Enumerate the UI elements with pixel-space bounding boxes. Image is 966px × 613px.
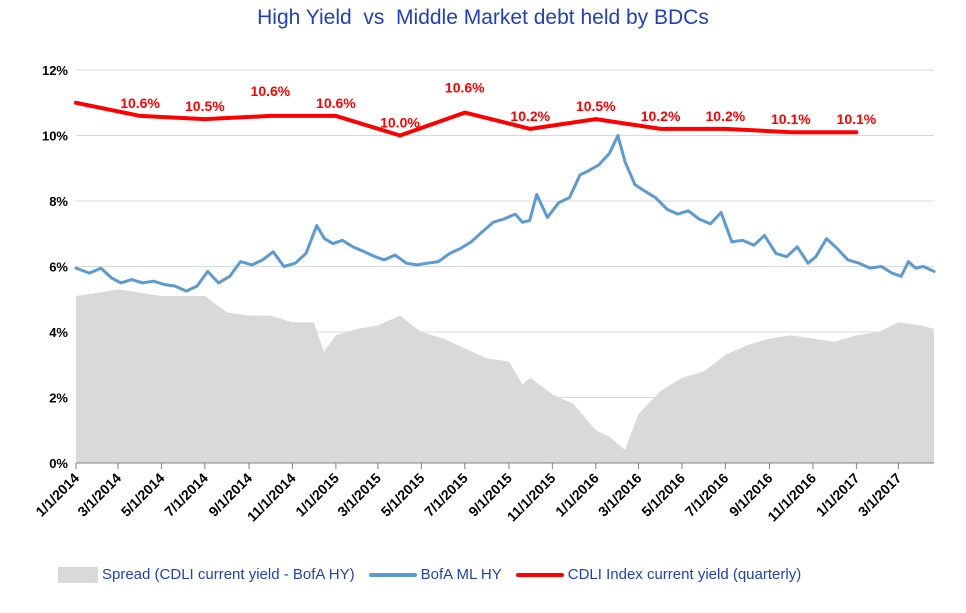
x-tick-label: 11/1/2016 (764, 470, 819, 525)
data-label: 10.0% (380, 115, 420, 131)
data-label: 10.5% (185, 98, 225, 114)
data-label: 10.2% (641, 108, 681, 124)
y-tick-label: 4% (49, 325, 68, 340)
x-tick-label: 1/1/2015 (292, 470, 342, 520)
x-tick-label: 5/1/2015 (378, 470, 428, 520)
x-tick-label: 7/1/2015 (421, 470, 471, 520)
data-label: 10.6% (120, 95, 160, 111)
cdli-line (74, 100, 859, 138)
x-tick-label: 3/1/2015 (334, 470, 384, 520)
data-label: 10.6% (445, 80, 485, 96)
x-tick-label: 3/1/2017 (855, 470, 905, 520)
x-tick-label: 1/1/2014 (32, 470, 82, 520)
legend-label-spread: Spread (CDLI current yield - BofA HY) (102, 566, 355, 583)
legend-label-cdli: CDLI Index current yield (quarterly) (567, 566, 802, 583)
data-label: 10.6% (316, 95, 356, 111)
x-tick-label: 3/1/2014 (74, 470, 124, 520)
x-tick-label: 5/1/2014 (118, 470, 168, 520)
legend: Spread (CDLI current yield - BofA HY) Bo… (58, 566, 815, 583)
y-tick-label: 10% (42, 129, 68, 144)
legend-label-bofa: BofA ML HY (420, 566, 502, 583)
x-tick-label: 7/1/2016 (682, 470, 732, 520)
y-tick-label: 0% (49, 456, 68, 471)
data-label: 10.1% (771, 111, 811, 127)
legend-item-bofa: BofA ML HY (368, 566, 502, 583)
x-tick-label: 7/1/2014 (161, 470, 211, 520)
bofa-line (74, 134, 936, 293)
y-tick-label: 6% (49, 260, 68, 275)
x-tick-label: 11/1/2014 (244, 470, 299, 525)
y-tick-label: 2% (49, 391, 68, 406)
spread-area (76, 289, 934, 463)
x-tick-label: 5/1/2016 (638, 470, 688, 520)
data-label: 10.2% (706, 108, 746, 124)
data-label: 10.5% (576, 98, 616, 114)
legend-swatch-spread (58, 566, 98, 583)
data-label: 10.1% (837, 111, 877, 127)
x-tick-label: 1/1/2017 (813, 470, 863, 520)
y-tick-label: 12% (42, 63, 68, 78)
data-label: 10.6% (251, 83, 291, 99)
legend-item-spread: Spread (CDLI current yield - BofA HY) (58, 566, 355, 583)
x-tick-label: 11/1/2015 (504, 470, 559, 525)
legend-swatch-bofa (368, 572, 417, 577)
chart-title: High Yield vs Middle Market debt held by… (257, 6, 709, 29)
x-tick-label: 3/1/2016 (595, 470, 645, 520)
y-tick-label: 8% (49, 194, 68, 209)
data-label: 10.2% (510, 108, 550, 124)
x-tick-label: 1/1/2016 (552, 470, 602, 520)
legend-item-cdli: CDLI Index current yield (quarterly) (515, 566, 802, 583)
legend-swatch-cdli (515, 572, 564, 577)
